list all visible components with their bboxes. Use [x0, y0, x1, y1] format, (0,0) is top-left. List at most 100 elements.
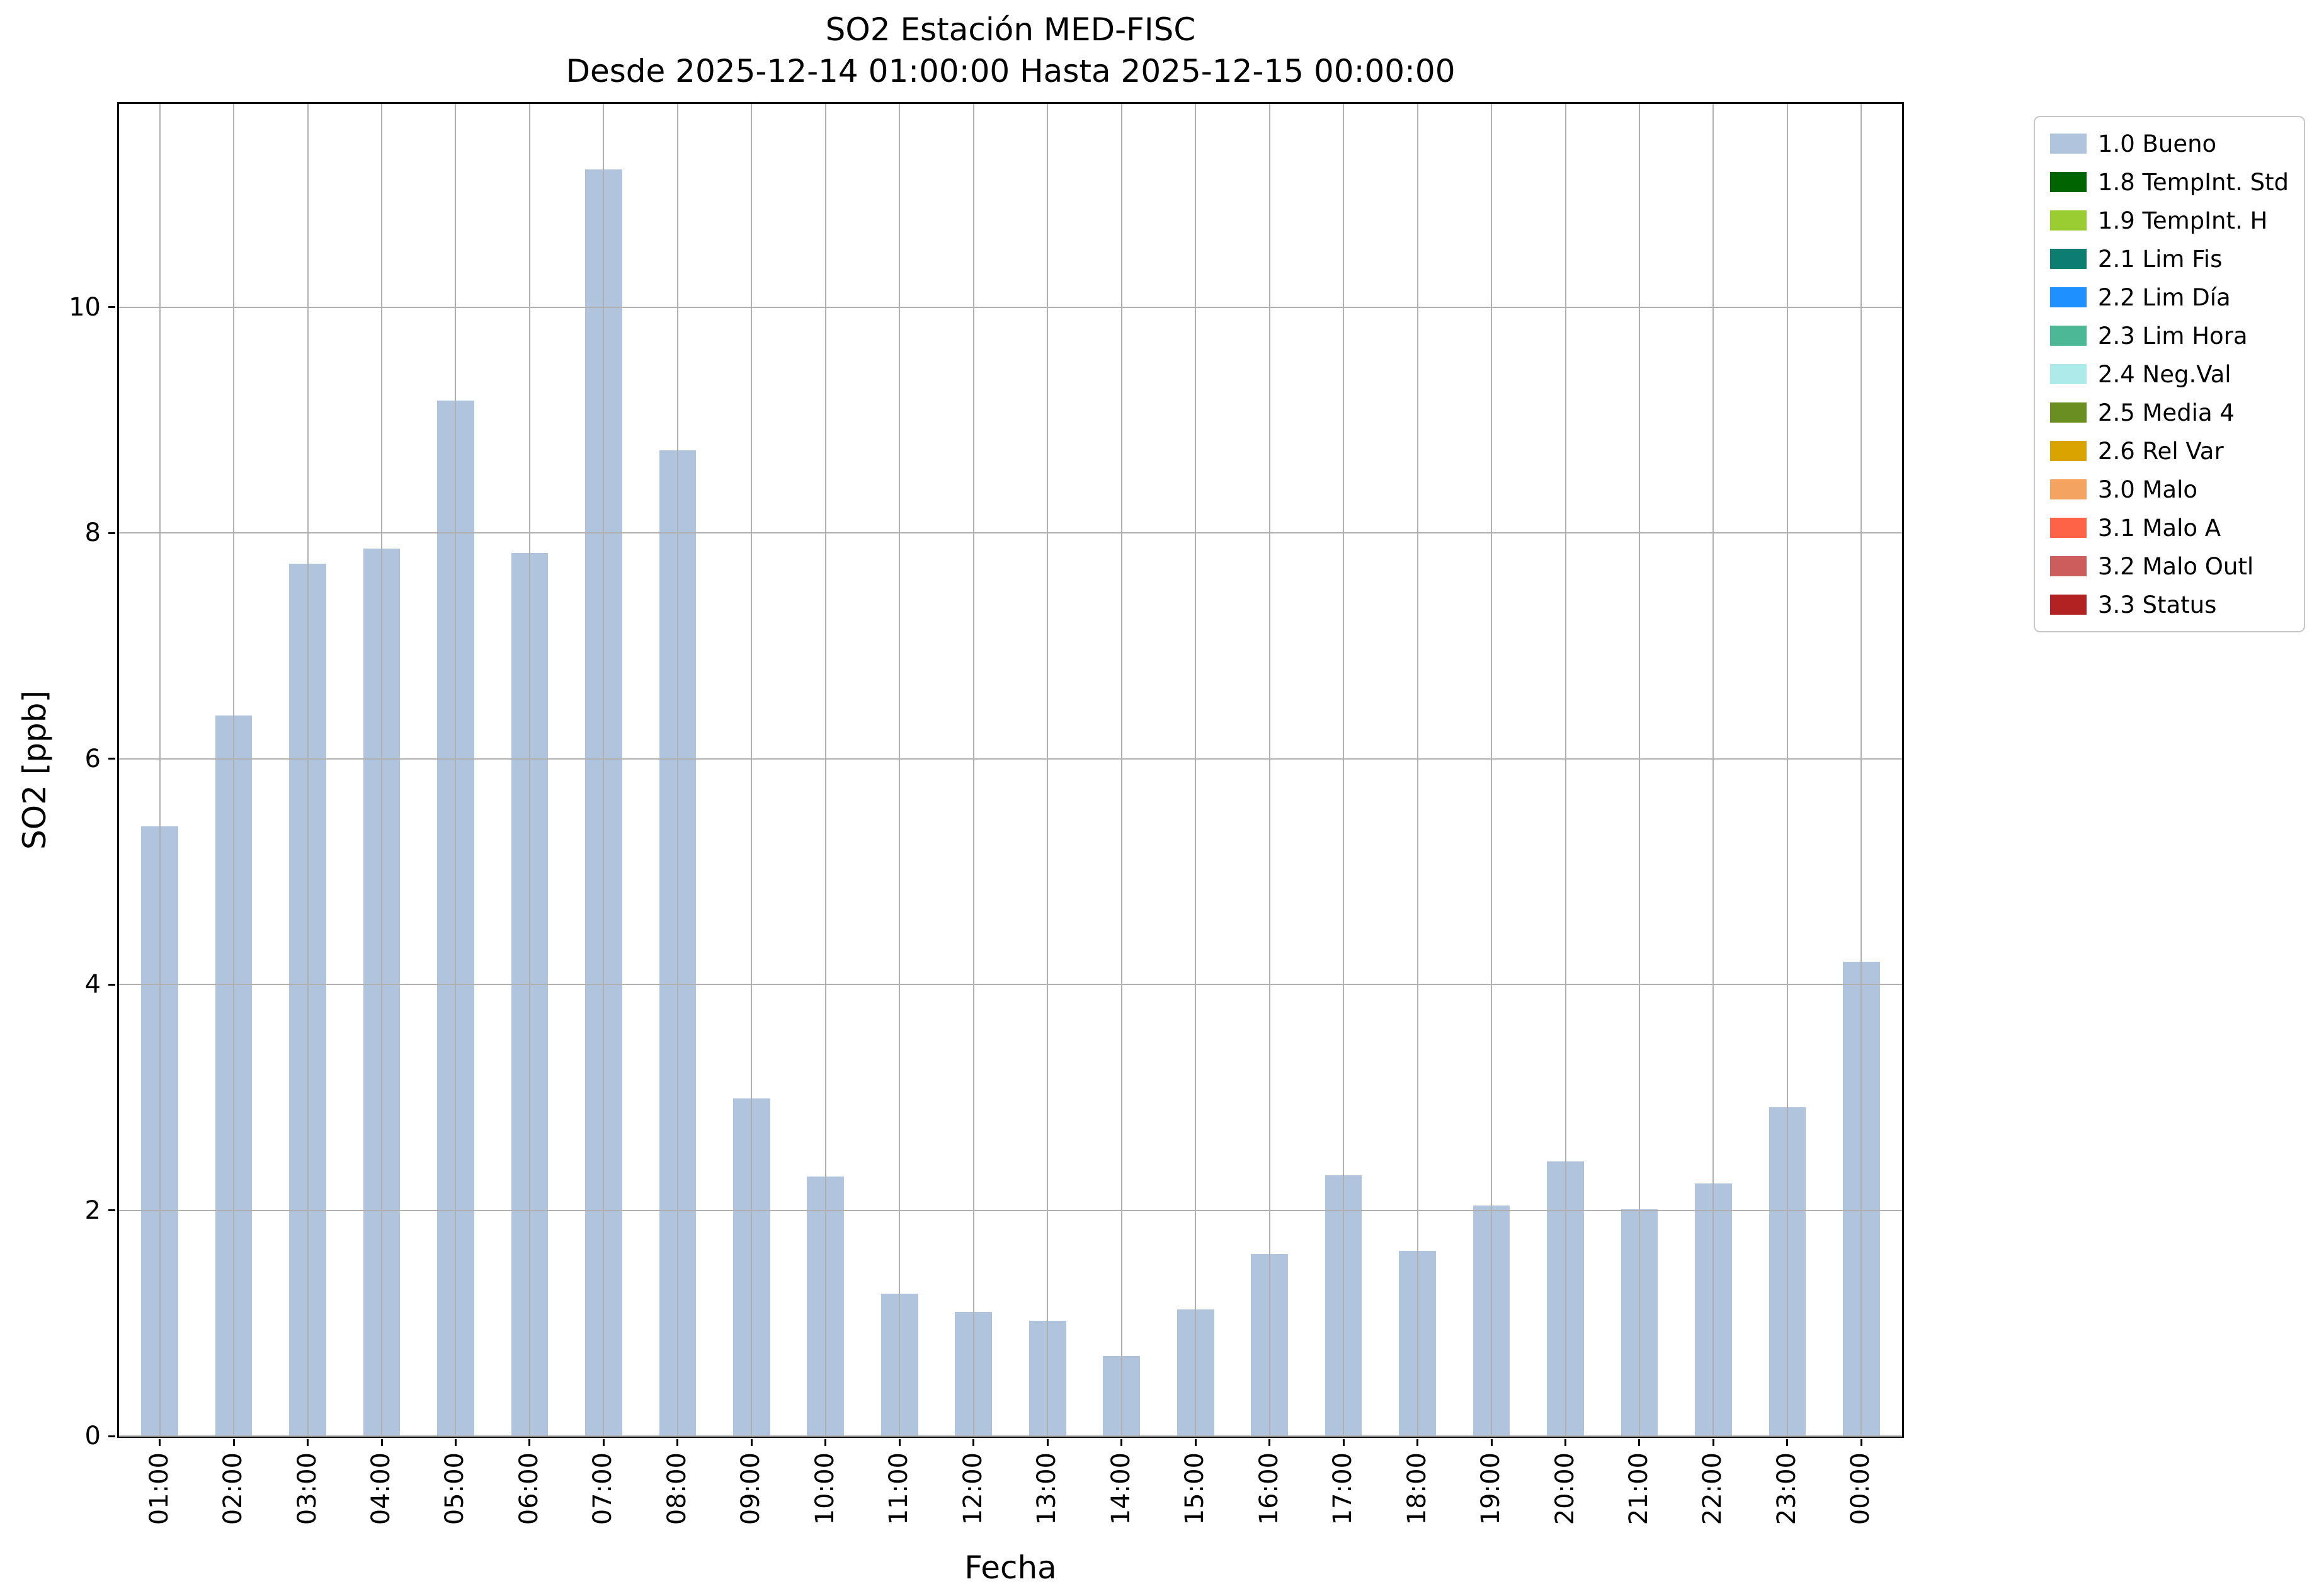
x-tick-label: 20:00	[1550, 1452, 1580, 1525]
x-tick-label: 07:00	[588, 1452, 618, 1525]
legend-item: 3.2 Malo Outl	[2049, 550, 2289, 583]
y-tick-label: 6	[84, 744, 101, 773]
legend-swatch	[2049, 364, 2087, 384]
gridline-horizontal	[119, 758, 1902, 760]
legend-item: 3.0 Malo	[2049, 473, 2289, 506]
y-tick-mark	[108, 1209, 115, 1212]
legend-item: 2.4 Neg.Val	[2049, 358, 2289, 390]
legend-label: 1.0 Bueno	[2097, 130, 2217, 157]
legend-label: 2.3 Lim Hora	[2097, 322, 2248, 350]
legend-item: 2.5 Media 4	[2049, 396, 2289, 429]
x-tick-label: 03:00	[292, 1452, 322, 1525]
gridline-vertical	[603, 104, 605, 1436]
gridline-horizontal	[119, 532, 1902, 534]
x-tick-label: 16:00	[1254, 1452, 1284, 1525]
gridline-horizontal	[119, 984, 1902, 986]
legend-swatch	[2049, 441, 2087, 461]
x-tick-mark	[159, 1439, 161, 1446]
y-tick-label: 0	[84, 1422, 101, 1451]
gridline-vertical	[528, 104, 530, 1436]
x-tick-label: 01:00	[144, 1452, 174, 1525]
legend-label: 3.0 Malo	[2097, 476, 2198, 503]
gridline-vertical	[1712, 104, 1714, 1436]
x-tick-label: 10:00	[810, 1452, 840, 1525]
legend-item: 2.3 Lim Hora	[2049, 319, 2289, 352]
y-tick-label: 8	[84, 518, 101, 548]
x-axis-label: Fecha	[964, 1549, 1057, 1586]
gridline-vertical	[159, 104, 161, 1436]
x-tick-label: 13:00	[1032, 1452, 1062, 1525]
legend-swatch	[2049, 518, 2087, 538]
x-tick-mark	[232, 1439, 235, 1446]
x-tick-mark	[380, 1439, 383, 1446]
x-tick-label: 08:00	[662, 1452, 692, 1525]
gridline-vertical	[1047, 104, 1049, 1436]
x-tick-mark	[750, 1439, 753, 1446]
x-tick-mark	[824, 1439, 827, 1446]
legend-item: 2.1 Lim Fis	[2049, 242, 2289, 275]
legend-swatch	[2049, 402, 2087, 423]
legend-label: 2.6 Rel Var	[2097, 437, 2224, 465]
x-tick-mark	[602, 1439, 605, 1446]
legend-swatch	[2049, 326, 2087, 346]
x-tick-label: 18:00	[1402, 1452, 1432, 1525]
chart-title: SO2 Estación MED-FISC	[825, 11, 1196, 48]
legend-label: 2.2 Lim Día	[2097, 283, 2231, 311]
x-tick-mark	[676, 1439, 679, 1446]
x-tick-label: 14:00	[1106, 1452, 1136, 1525]
gridline-vertical	[1638, 104, 1640, 1436]
gridline-vertical	[1860, 104, 1862, 1436]
gridline-vertical	[233, 104, 235, 1436]
x-tick-label: 17:00	[1328, 1452, 1358, 1525]
x-tick-label: 06:00	[514, 1452, 544, 1525]
x-tick-mark	[528, 1439, 531, 1446]
x-tick-label: 19:00	[1476, 1452, 1506, 1525]
x-tick-mark	[1564, 1439, 1567, 1446]
legend-label: 1.8 TempInt. Std	[2097, 168, 2289, 196]
x-tick-label: 15:00	[1180, 1452, 1210, 1525]
plot-area	[117, 102, 1904, 1438]
legend-swatch	[2049, 172, 2087, 192]
x-tick-label: 02:00	[219, 1452, 248, 1525]
x-tick-mark	[1860, 1439, 1862, 1446]
gridline-horizontal	[119, 306, 1902, 308]
y-tick-label: 10	[69, 292, 101, 322]
gridline-vertical	[1491, 104, 1493, 1436]
gridline-vertical	[751, 104, 753, 1436]
legend-label: 3.1 Malo A	[2097, 514, 2221, 542]
gridline-vertical	[1416, 104, 1418, 1436]
legend-swatch	[2049, 210, 2087, 231]
gridline-horizontal	[119, 1435, 1902, 1437]
x-tick-label: 22:00	[1698, 1452, 1728, 1525]
gridline-vertical	[1564, 104, 1566, 1436]
x-tick-label: 00:00	[1846, 1452, 1876, 1525]
x-tick-label: 04:00	[367, 1452, 396, 1525]
x-tick-mark	[1046, 1439, 1049, 1446]
legend-swatch	[2049, 595, 2087, 615]
gridline-vertical	[899, 104, 901, 1436]
x-tick-mark	[1268, 1439, 1271, 1446]
legend-item: 1.0 Bueno	[2049, 127, 2289, 160]
legend-item: 3.3 Status	[2049, 588, 2289, 621]
x-tick-label: 23:00	[1772, 1452, 1801, 1525]
chart-subtitle: Desde 2025-12-14 01:00:00 Hasta 2025-12-…	[566, 53, 1456, 89]
x-tick-label: 05:00	[440, 1452, 470, 1525]
legend-label: 1.9 TempInt. H	[2097, 207, 2268, 234]
gridline-vertical	[1343, 104, 1345, 1436]
x-tick-label: 12:00	[958, 1452, 988, 1525]
x-tick-mark	[1490, 1439, 1493, 1446]
legend-label: 2.1 Lim Fis	[2097, 245, 2223, 273]
legend-item: 1.9 TempInt. H	[2049, 204, 2289, 237]
gridline-vertical	[455, 104, 457, 1436]
y-tick-mark	[108, 532, 115, 534]
x-tick-mark	[1786, 1439, 1789, 1446]
y-tick-mark	[108, 983, 115, 986]
y-tick-mark	[108, 306, 115, 309]
y-tick-label: 2	[84, 1195, 101, 1225]
x-tick-label: 11:00	[884, 1452, 914, 1525]
legend-label: 2.4 Neg.Val	[2097, 360, 2231, 388]
gridline-vertical	[824, 104, 826, 1436]
legend-item: 2.2 Lim Día	[2049, 281, 2289, 314]
x-tick-mark	[1638, 1439, 1641, 1446]
